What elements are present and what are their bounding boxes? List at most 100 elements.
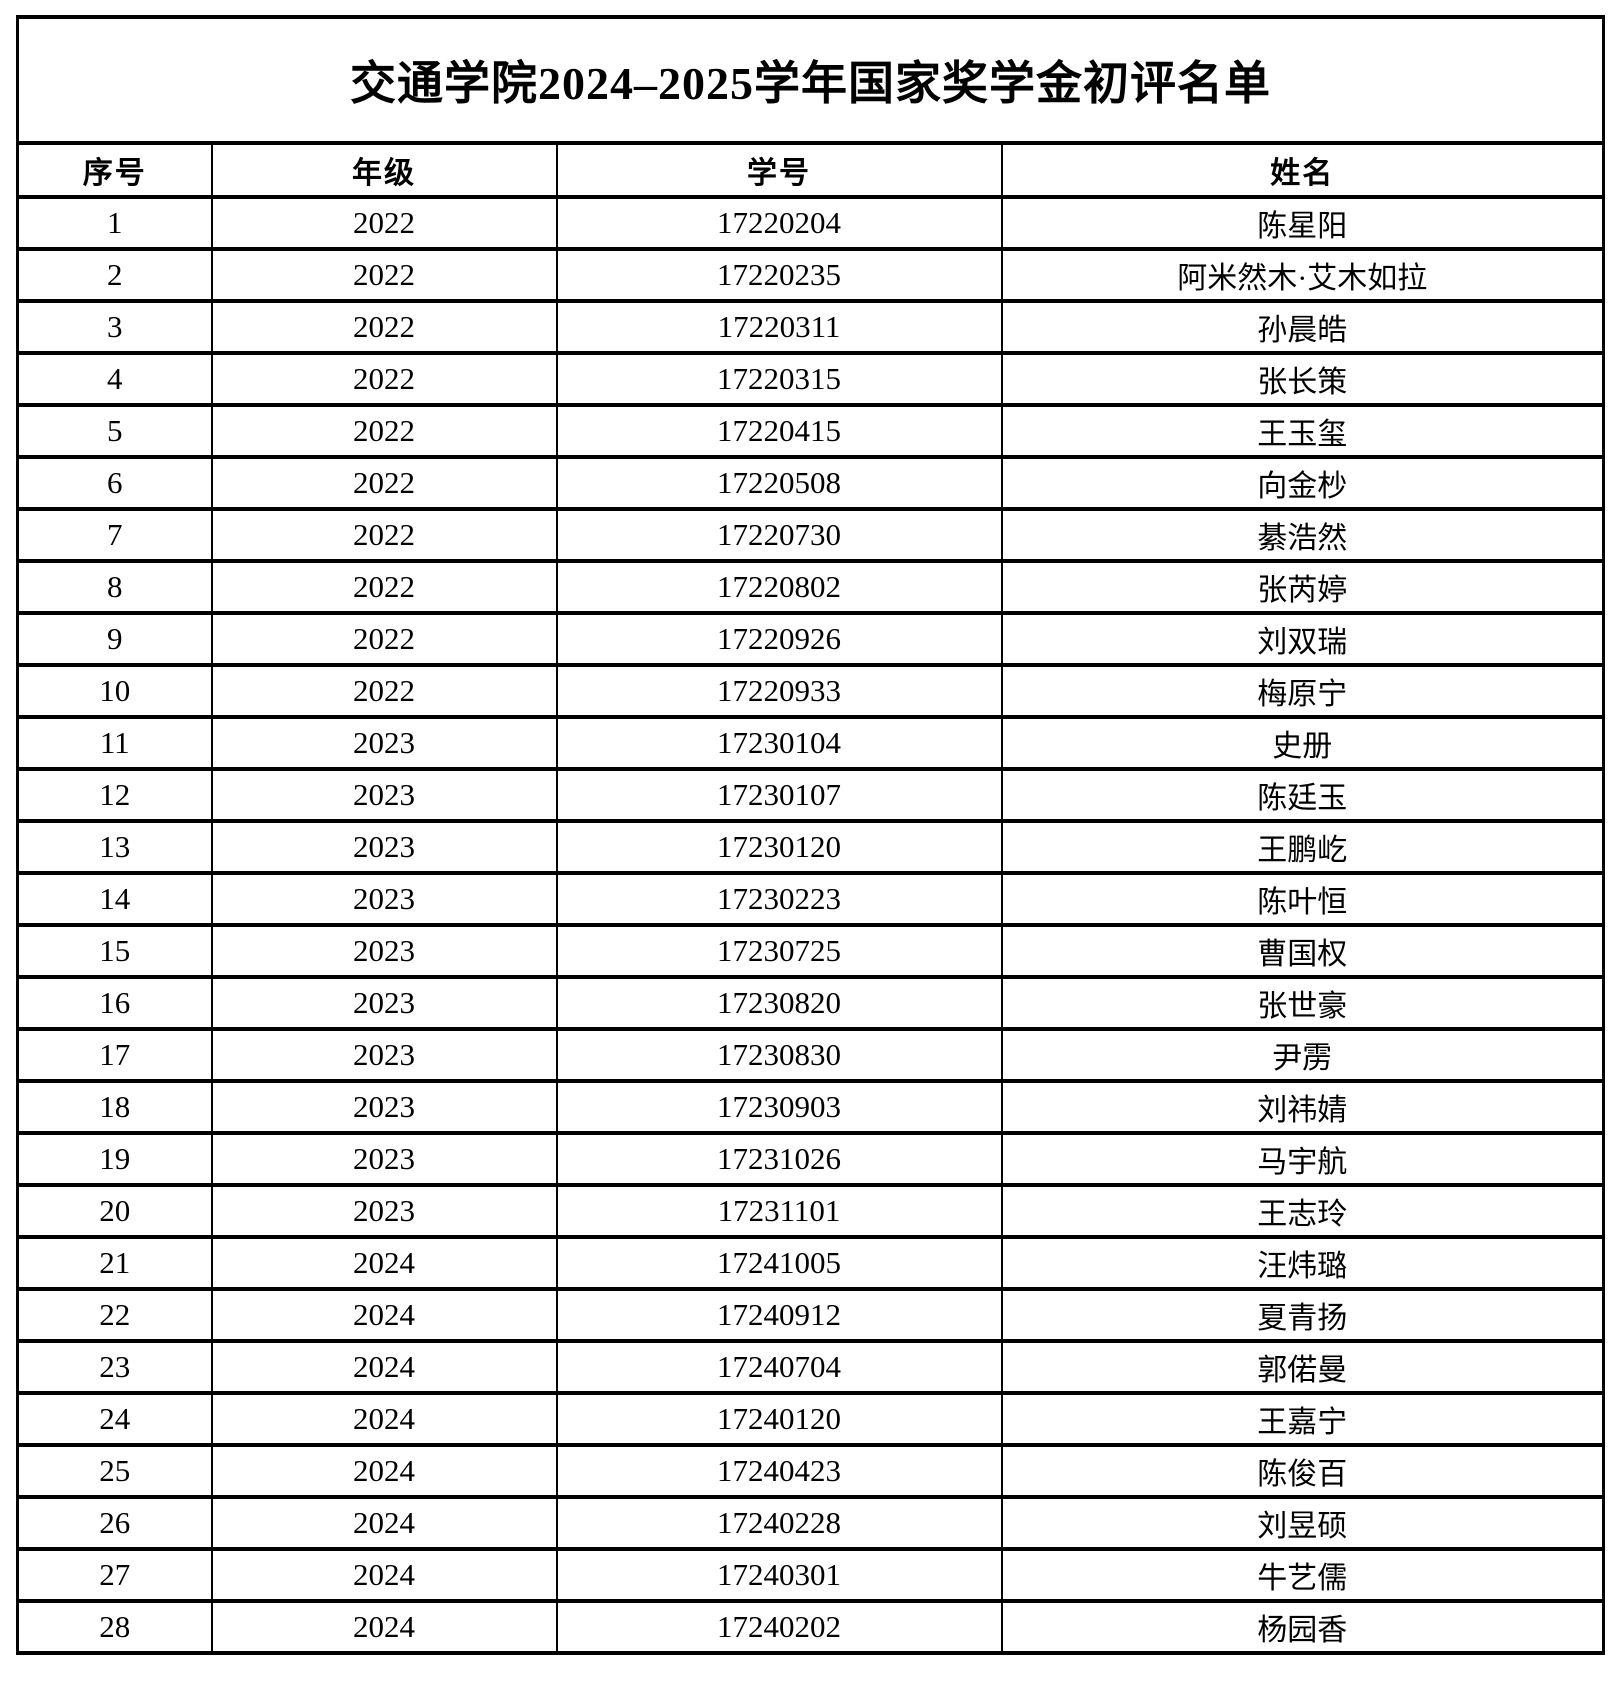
row-number-cell: 13 xyxy=(16,819,213,875)
name-cell: 陈廷玉 xyxy=(1000,767,1605,823)
student-id-cell: 17230830 xyxy=(555,1027,1003,1083)
row-number-cell: 8 xyxy=(16,559,213,615)
student-id-cell: 17220415 xyxy=(555,403,1003,459)
student-id-cell: 17230725 xyxy=(555,923,1003,979)
column-header-row-number-cell: 序号 xyxy=(16,141,213,199)
grade-cell: 2023 xyxy=(210,1131,558,1187)
table-row: 9 2022 17220926 刘双瑞 xyxy=(16,611,1605,667)
name-cell: 王玉玺 xyxy=(1000,403,1605,459)
row-number-cell: 12 xyxy=(16,767,213,823)
name-cell: 刘昱硕 xyxy=(1000,1495,1605,1551)
grade-cell: 2023 xyxy=(210,1027,558,1083)
name-cell: 史册 xyxy=(1000,715,1605,771)
student-id-cell: 17220508 xyxy=(555,455,1003,511)
student-id-cell: 17220315 xyxy=(555,351,1003,407)
column-header-name-cell: 姓名 xyxy=(1000,141,1605,199)
grade-cell: 2024 xyxy=(210,1235,558,1291)
table-row: 12 2023 17230107 陈廷玉 xyxy=(16,767,1605,823)
table-header-row: 序号 年级 学号 姓名 xyxy=(16,141,1605,199)
table-row: 2 2022 17220235 阿米然木·艾木如拉 xyxy=(16,247,1605,303)
table-row: 15 2023 17230725 曹国权 xyxy=(16,923,1605,979)
row-number-cell: 18 xyxy=(16,1079,213,1135)
grade-cell: 2024 xyxy=(210,1339,558,1395)
student-id-cell: 17230820 xyxy=(555,975,1003,1031)
column-header-grade-cell: 年级 xyxy=(210,141,558,199)
table-row: 16 2023 17230820 张世豪 xyxy=(16,975,1605,1031)
grade-cell: 2023 xyxy=(210,1079,558,1135)
row-number-cell: 10 xyxy=(16,663,213,719)
grade-cell: 2022 xyxy=(210,663,558,719)
table-title: 交通学院2024–2025学年国家奖学金初评名单 xyxy=(16,15,1605,145)
name-cell: 马宇航 xyxy=(1000,1131,1605,1187)
name-cell: 张长策 xyxy=(1000,351,1605,407)
row-number-cell: 17 xyxy=(16,1027,213,1083)
name-cell: 阿米然木·艾木如拉 xyxy=(1000,247,1605,303)
row-number-cell: 28 xyxy=(16,1599,213,1655)
table-row: 14 2023 17230223 陈叶恒 xyxy=(16,871,1605,927)
table-body: 1 2022 17220204 陈星阳 2 2022 17220235 阿米然木·艾木如拉 3 2… xyxy=(16,195,1605,1655)
student-id-cell: 17240423 xyxy=(555,1443,1003,1499)
name-cell: 王鹏屹 xyxy=(1000,819,1605,875)
student-id-cell: 17230903 xyxy=(555,1079,1003,1135)
row-number-cell: 4 xyxy=(16,351,213,407)
student-id-cell: 17241005 xyxy=(555,1235,1003,1291)
name-cell: 杨园香 xyxy=(1000,1599,1605,1655)
name-cell: 夏青扬 xyxy=(1000,1287,1605,1343)
table-row: 20 2023 17231101 王志玲 xyxy=(16,1183,1605,1239)
table-row: 1 2022 17220204 陈星阳 xyxy=(16,195,1605,251)
name-cell: 汪炜璐 xyxy=(1000,1235,1605,1291)
table-row: 8 2022 17220802 张芮婷 xyxy=(16,559,1605,615)
name-cell: 牛艺儒 xyxy=(1000,1547,1605,1603)
column-header-student-id-cell: 学号 xyxy=(555,141,1003,199)
grade-cell: 2022 xyxy=(210,559,558,615)
grade-cell: 2022 xyxy=(210,351,558,407)
table-row: 21 2024 17241005 汪炜璐 xyxy=(16,1235,1605,1291)
row-number-cell: 22 xyxy=(16,1287,213,1343)
table-row: 13 2023 17230120 王鹏屹 xyxy=(16,819,1605,875)
table-row: 22 2024 17240912 夏青扬 xyxy=(16,1287,1605,1343)
row-number-cell: 20 xyxy=(16,1183,213,1239)
table-row: 11 2023 17230104 史册 xyxy=(16,715,1605,771)
grade-cell: 2022 xyxy=(210,195,558,251)
table-row: 26 2024 17240228 刘昱硕 xyxy=(16,1495,1605,1551)
student-id-cell: 17240704 xyxy=(555,1339,1003,1395)
name-cell: 孙晨皓 xyxy=(1000,299,1605,355)
row-number-cell: 5 xyxy=(16,403,213,459)
table-row: 7 2022 17220730 綦浩然 xyxy=(16,507,1605,563)
name-cell: 向金杪 xyxy=(1000,455,1605,511)
row-number-cell: 1 xyxy=(16,195,213,251)
row-number-cell: 27 xyxy=(16,1547,213,1603)
grade-cell: 2024 xyxy=(210,1287,558,1343)
table-row: 10 2022 17220933 梅原宁 xyxy=(16,663,1605,719)
table-row: 6 2022 17220508 向金杪 xyxy=(16,455,1605,511)
name-cell: 王嘉宁 xyxy=(1000,1391,1605,1447)
student-id-cell: 17230223 xyxy=(555,871,1003,927)
row-number-cell: 23 xyxy=(16,1339,213,1395)
name-cell: 尹雳 xyxy=(1000,1027,1605,1083)
student-id-cell: 17240912 xyxy=(555,1287,1003,1343)
row-number-cell: 3 xyxy=(16,299,213,355)
table-row: 4 2022 17220315 张长策 xyxy=(16,351,1605,407)
student-id-cell: 17231026 xyxy=(555,1131,1003,1187)
row-number-cell: 7 xyxy=(16,507,213,563)
row-number-cell: 26 xyxy=(16,1495,213,1551)
grade-cell: 2024 xyxy=(210,1495,558,1551)
student-id-cell: 17220933 xyxy=(555,663,1003,719)
student-id-cell: 17230104 xyxy=(555,715,1003,771)
student-id-cell: 17220802 xyxy=(555,559,1003,615)
grade-cell: 2023 xyxy=(210,871,558,927)
row-number-cell: 2 xyxy=(16,247,213,303)
name-cell: 刘祎婧 xyxy=(1000,1079,1605,1135)
grade-cell: 2022 xyxy=(210,403,558,459)
row-number-cell: 14 xyxy=(16,871,213,927)
table-row: 19 2023 17231026 马宇航 xyxy=(16,1131,1605,1187)
student-id-cell: 17230120 xyxy=(555,819,1003,875)
name-cell: 张芮婷 xyxy=(1000,559,1605,615)
table-row: 3 2022 17220311 孙晨皓 xyxy=(16,299,1605,355)
grade-cell: 2022 xyxy=(210,611,558,667)
student-id-cell: 17240228 xyxy=(555,1495,1003,1551)
name-cell: 陈星阳 xyxy=(1000,195,1605,251)
student-id-cell: 17220235 xyxy=(555,247,1003,303)
name-cell: 王志玲 xyxy=(1000,1183,1605,1239)
